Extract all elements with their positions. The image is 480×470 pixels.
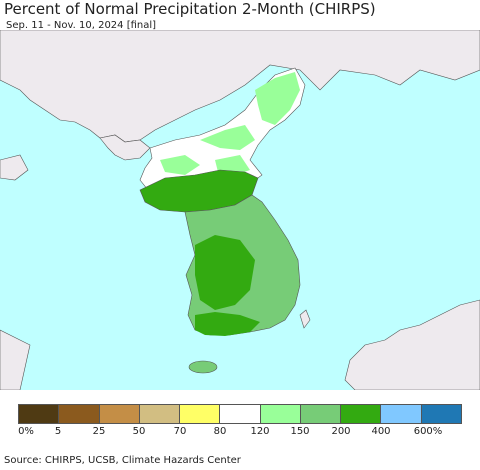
legend-label: 80 — [213, 426, 227, 437]
legend-swatch — [421, 405, 461, 423]
legend-label: 120 — [250, 426, 270, 437]
legend-label: 5 — [54, 426, 62, 437]
page-subtitle: Sep. 11 - Nov. 10, 2024 [final] — [6, 20, 157, 31]
precipitation-map — [0, 30, 480, 390]
legend-label: 400 — [371, 426, 391, 437]
legend-swatch — [59, 405, 100, 423]
tsushima-island — [299, 309, 311, 329]
north-korea-wet-patch-1 — [255, 72, 300, 125]
liaodong-land — [99, 134, 151, 161]
legend-swatch — [300, 405, 342, 423]
legend-label: 50 — [132, 426, 146, 437]
china-russia-land — [0, 30, 480, 143]
south-korea-wet-south — [195, 312, 260, 336]
legend-swatch — [139, 405, 181, 423]
legend-label: 200 — [331, 426, 351, 437]
legend-swatch — [260, 405, 301, 423]
china-southwest-land — [0, 329, 31, 390]
legend-label: 0% — [18, 426, 34, 437]
jeju-island — [188, 360, 218, 374]
legend-labels: 0% 5 25 50 70 80 120 150 200 400 600% — [0, 426, 480, 440]
legend-swatch — [99, 405, 140, 423]
legend-swatch — [341, 405, 382, 423]
legend-swatch — [180, 405, 221, 423]
china-west-land — [0, 154, 29, 181]
japan-land — [344, 299, 480, 390]
map-canvas — [0, 30, 480, 390]
legend-label: 25 — [92, 426, 106, 437]
legend-swatch — [19, 405, 60, 423]
source-credit: Source: CHIRPS, UCSB, Climate Hazards Ce… — [4, 455, 241, 466]
legend-color-bar — [18, 404, 462, 424]
legend-label: 150 — [290, 426, 310, 437]
legend-swatch — [381, 405, 422, 423]
legend-swatch — [220, 405, 261, 423]
page-title: Percent of Normal Precipitation 2-Month … — [4, 0, 376, 18]
legend-label: 70 — [173, 426, 187, 437]
north-korea-wet-patch-2 — [200, 125, 255, 150]
legend-label: 600% — [413, 426, 443, 437]
south-korea-wet-west — [195, 235, 255, 310]
north-korea-wet-patch-3 — [160, 155, 200, 175]
